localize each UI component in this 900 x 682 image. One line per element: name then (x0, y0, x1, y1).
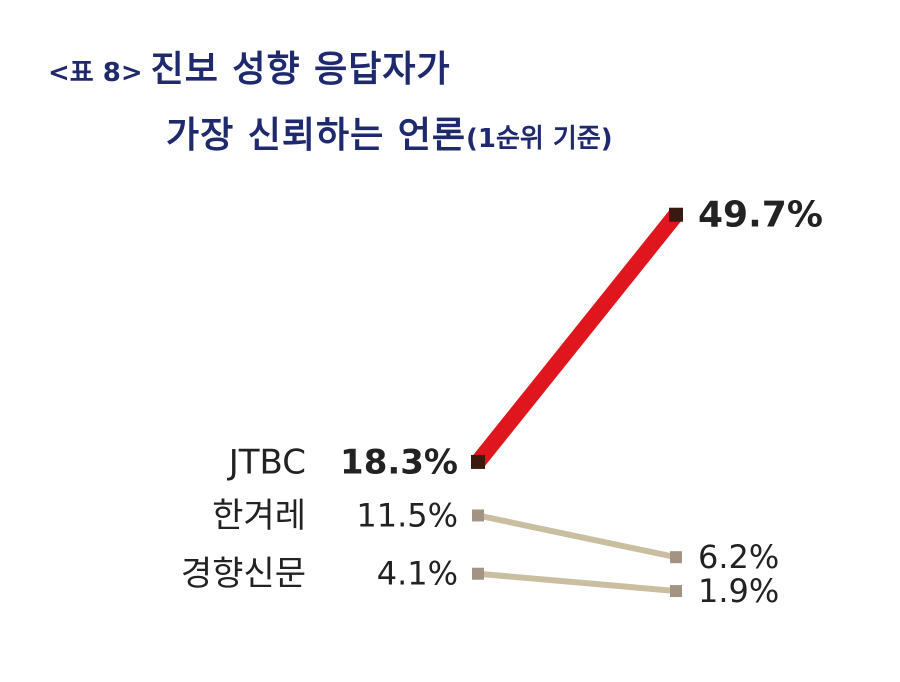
title-note: (1순위 기준) (466, 124, 613, 154)
series-2-value-end: 6.2% (698, 538, 779, 576)
table-number: <표 8> (48, 58, 143, 88)
series-1-marker-start (471, 454, 485, 469)
series-2-value-start: 11.5% (356, 496, 458, 534)
series-1-value-start: 18.3% (340, 442, 458, 482)
series-2-marker-start (472, 509, 484, 522)
title-text-1: 진보 성향 응답자가 (150, 49, 451, 90)
series-1-line (471, 209, 683, 467)
title-line-1: <표 8> 진보 성향 응답자가 (48, 40, 613, 106)
series-2-line (477, 512, 677, 561)
series-1-marker-end (669, 207, 683, 222)
series-1-value-end: 49.7% (698, 195, 823, 236)
series-3-marker-end (670, 585, 682, 598)
title-line-2: 가장 신뢰하는 언론(1순위 기준) (48, 106, 613, 172)
series-1-name: JTBC (227, 442, 306, 482)
series-3-value-start: 4.1% (377, 555, 458, 593)
chart-title: <표 8> 진보 성향 응답자가 가장 신뢰하는 언론(1순위 기준) (48, 40, 613, 172)
series-3-line (477, 570, 677, 595)
series-2-name: 한겨레 (212, 496, 306, 536)
series-3-marker-start (472, 567, 484, 580)
title-text-2: 가장 신뢰하는 언론 (166, 115, 467, 156)
series-3-name: 경향신문 (181, 554, 306, 594)
series-3-value-end: 1.9% (698, 572, 779, 610)
series-2-marker-end (670, 551, 682, 564)
